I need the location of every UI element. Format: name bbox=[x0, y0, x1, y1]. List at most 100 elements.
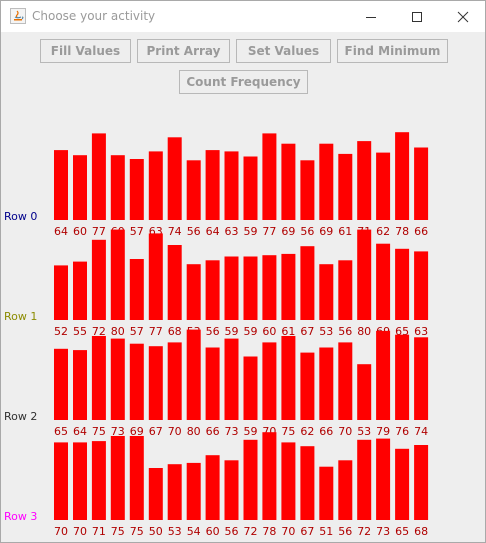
bar bbox=[300, 352, 315, 420]
set-values-button[interactable]: Set Values bbox=[236, 39, 331, 63]
title-bar[interactable]: Choose your activity bbox=[1, 1, 485, 32]
bar bbox=[73, 155, 87, 220]
bar bbox=[91, 441, 106, 520]
bar-value-label: 60 bbox=[206, 525, 220, 538]
bar bbox=[357, 439, 372, 520]
row-label: Row 1 bbox=[4, 310, 37, 323]
bar bbox=[110, 338, 125, 420]
bar bbox=[148, 151, 163, 220]
bar bbox=[205, 455, 220, 520]
bar-value-label: 75 bbox=[281, 425, 295, 438]
bar bbox=[205, 150, 220, 220]
bar bbox=[110, 229, 125, 320]
bar bbox=[319, 143, 334, 220]
bar bbox=[129, 343, 144, 420]
bar-value-label: 70 bbox=[338, 425, 352, 438]
bar bbox=[338, 460, 353, 520]
close-button[interactable] bbox=[440, 1, 486, 32]
bar bbox=[73, 442, 87, 520]
count-frequency-button[interactable]: Count Frequency bbox=[179, 70, 308, 94]
bar bbox=[281, 336, 296, 420]
bar-value-label: 53 bbox=[168, 525, 182, 538]
fill-values-button[interactable]: Fill Values bbox=[40, 39, 131, 63]
bar-value-label: 62 bbox=[300, 425, 314, 438]
bar-value-label: 70 bbox=[73, 525, 87, 538]
bar bbox=[91, 133, 106, 220]
bar bbox=[338, 260, 353, 320]
bar bbox=[376, 438, 391, 520]
bar bbox=[224, 460, 239, 520]
bar bbox=[54, 150, 68, 220]
bar-value-label: 70 bbox=[54, 525, 68, 538]
bar bbox=[129, 159, 144, 220]
bar bbox=[167, 342, 182, 420]
bar bbox=[205, 260, 220, 320]
bar-value-label: 69 bbox=[281, 225, 295, 238]
bar-value-label: 55 bbox=[73, 325, 87, 338]
bar bbox=[281, 442, 296, 520]
row-label: Row 3 bbox=[4, 510, 37, 523]
bar-value-label: 72 bbox=[357, 525, 371, 538]
bar-value-label: 50 bbox=[149, 525, 163, 538]
bar-value-label: 77 bbox=[262, 225, 276, 238]
bar bbox=[357, 141, 372, 220]
bar bbox=[395, 334, 410, 420]
bar-value-label: 56 bbox=[206, 325, 220, 338]
bar-value-label: 78 bbox=[262, 525, 276, 538]
bar bbox=[186, 160, 201, 220]
bar bbox=[73, 350, 87, 420]
bar bbox=[54, 265, 68, 320]
bar bbox=[186, 462, 201, 520]
bar-value-label: 65 bbox=[395, 525, 409, 538]
bar-value-label: 62 bbox=[376, 225, 390, 238]
bar bbox=[129, 259, 144, 320]
bar-value-label: 67 bbox=[300, 525, 314, 538]
bar-value-label: 67 bbox=[300, 325, 314, 338]
maximize-button[interactable] bbox=[394, 1, 440, 32]
bar bbox=[376, 330, 391, 420]
row-3-group: Row 3 70 70 71 75 75 50 53 54 60 56 72 78 70 67 51 56 72 7… bbox=[4, 432, 429, 538]
bar-value-label: 64 bbox=[54, 225, 68, 238]
row-label: Row 2 bbox=[4, 410, 37, 423]
bar-value-label: 74 bbox=[414, 425, 428, 438]
find-minimum-button[interactable]: Find Minimum bbox=[337, 39, 448, 63]
bar bbox=[357, 229, 372, 320]
window-title: Choose your activity bbox=[32, 9, 156, 23]
bar-value-label: 51 bbox=[319, 525, 333, 538]
bar bbox=[300, 446, 315, 520]
bar-value-label: 56 bbox=[225, 525, 239, 538]
minimize-icon bbox=[366, 16, 376, 18]
bar-value-label: 57 bbox=[130, 225, 144, 238]
bar-value-label: 73 bbox=[376, 525, 390, 538]
bar-value-label: 54 bbox=[187, 525, 201, 538]
minimize-button[interactable] bbox=[348, 1, 394, 32]
bar bbox=[224, 256, 239, 320]
bar bbox=[281, 143, 296, 220]
bar bbox=[167, 245, 182, 320]
bar-value-label: 59 bbox=[244, 225, 258, 238]
bar-value-label: 70 bbox=[168, 425, 182, 438]
bar bbox=[395, 248, 410, 320]
bar bbox=[414, 147, 429, 220]
bar bbox=[148, 233, 163, 320]
bar-value-label: 76 bbox=[395, 425, 409, 438]
bar bbox=[376, 152, 391, 220]
bar bbox=[338, 342, 353, 420]
bar bbox=[224, 338, 239, 420]
bar bbox=[205, 347, 220, 420]
bar bbox=[54, 348, 68, 420]
bar-value-label: 72 bbox=[92, 325, 106, 338]
bar-value-label: 59 bbox=[244, 425, 258, 438]
java-app-icon bbox=[10, 8, 26, 24]
bar bbox=[319, 264, 334, 320]
row-0-group: Row 064607760576374566463597769566961716… bbox=[4, 132, 429, 238]
bar-value-label: 75 bbox=[130, 525, 144, 538]
bar-value-label: 73 bbox=[225, 425, 239, 438]
print-array-button[interactable]: Print Array bbox=[137, 39, 230, 63]
bar bbox=[148, 346, 163, 420]
bar bbox=[281, 253, 296, 320]
bar bbox=[395, 448, 410, 520]
bar bbox=[91, 336, 106, 420]
